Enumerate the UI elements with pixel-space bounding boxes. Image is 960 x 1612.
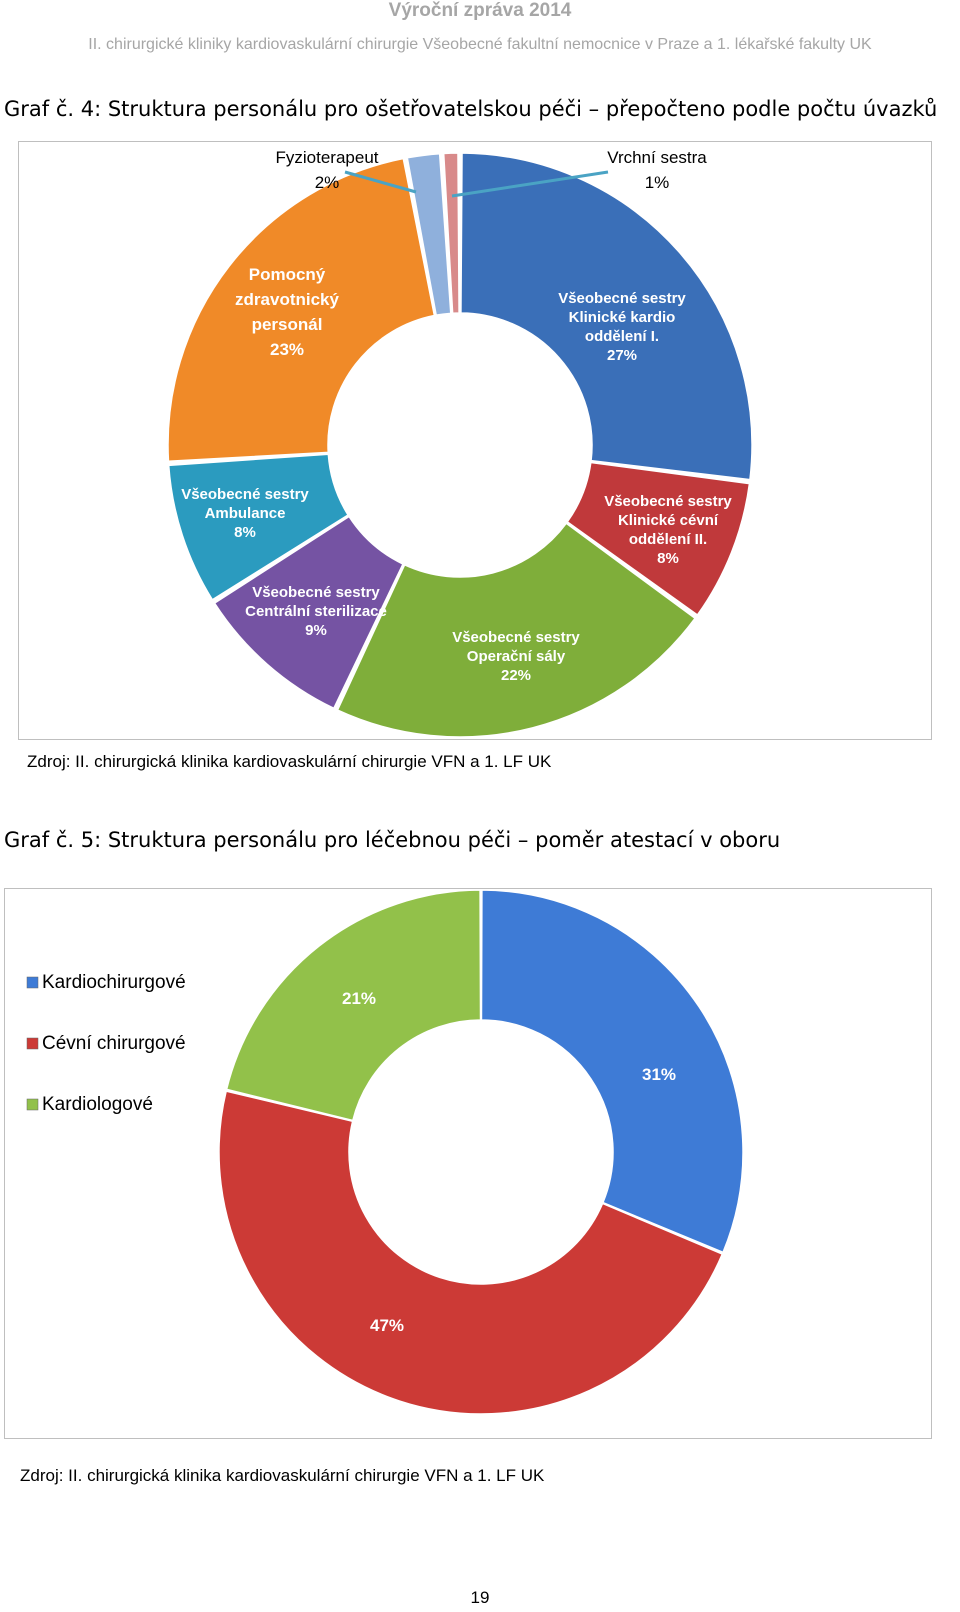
chart1-label-6: Fyzioterapeut 2% xyxy=(276,148,379,192)
chart1-leader-6 xyxy=(344,170,417,194)
chart2-source: Zdroj: II. chirurgická klinika kardiovas… xyxy=(20,1466,545,1485)
report-subtitle: II. chirurgické kliniky kardiovaskulární… xyxy=(88,36,872,53)
chart1-slice-1 xyxy=(566,461,751,617)
chart1-label-4-line: 8% xyxy=(234,524,256,541)
chart1-slice-0 xyxy=(460,152,753,481)
chart1-leader-7 xyxy=(451,170,609,198)
chart2-label-0-line: 31% xyxy=(642,1065,676,1084)
chart2-label-2: 21% xyxy=(342,989,376,1008)
chart2-label-0: 31% xyxy=(642,1065,676,1084)
chart1-label-0-line: 27% xyxy=(607,347,637,364)
chart1-slice-3 xyxy=(213,515,404,710)
report-title: Výroční zpráva 2014 xyxy=(388,0,572,21)
chart1-slice-4 xyxy=(167,453,350,601)
chart1-label-4: Všeobecné sestry Ambulance 8% xyxy=(181,486,309,541)
legend-label-2: Kardiologové xyxy=(42,1094,153,1115)
chart1-label-4-line: Všeobecné sestry xyxy=(181,486,309,503)
chart1-slice-5 xyxy=(167,157,436,463)
chart2-slice-0 xyxy=(480,889,744,1254)
chart1-label-1-line: Všeobecné sestry xyxy=(604,493,732,510)
chart2-label-1: 47% xyxy=(370,1316,404,1335)
chart1-label-3-line: 9% xyxy=(305,622,327,639)
chart1-label-1-line: Klinické cévní xyxy=(618,512,719,529)
chart2-label-2-line: 21% xyxy=(342,989,376,1008)
chart1-label-3-line: Centrální sterilizace xyxy=(245,603,387,620)
chart1-label-1: Všeobecné sestry Klinické cévní oddělení I… xyxy=(604,493,732,567)
chart1-source: Zdroj: II. chirurgická klinika kardiovas… xyxy=(27,752,552,771)
chart2-label-1-line: 47% xyxy=(370,1316,404,1335)
chart1-label-6-line: Fyzioterapeut xyxy=(276,148,379,167)
chart1-label-5-line: 23% xyxy=(270,340,304,359)
legend-swatch-2 xyxy=(26,1098,39,1111)
chart2-slice-1 xyxy=(218,1090,724,1415)
chart1-label-7-line: 1% xyxy=(645,173,670,192)
chart1-title: Graf č. 4: Struktura personálu pro ošetř… xyxy=(4,97,938,121)
chart1-label-0-line: Klinické kardio xyxy=(569,309,676,326)
chart1-label-0: Všeobecné sestry Klinické kardio oddělení … xyxy=(558,290,686,364)
chart1-label-5: Pomocný zdravotnický personál 23% xyxy=(235,265,339,359)
legend-label-1: Cévní chirurgové xyxy=(42,1033,186,1054)
chart1-label-1-line: 8% xyxy=(657,550,679,567)
chart2-slice-2 xyxy=(225,889,482,1122)
chart1-slice-7 xyxy=(442,152,460,314)
chart1-label-0-line: Všeobecné sestry xyxy=(558,290,686,307)
chart1-label-1-line: oddělení II. xyxy=(629,531,707,548)
chart1-label-7-line: Vrchní sestra xyxy=(607,148,707,167)
chart1-label-5-line: Pomocný xyxy=(249,265,326,284)
legend-swatch-1 xyxy=(26,1037,39,1050)
chart1-label-2-line: Všeobecné sestry xyxy=(452,629,580,646)
chart1-label-7: Vrchní sestra 1% xyxy=(607,148,707,192)
chart1-label-5-line: zdravotnický xyxy=(235,290,339,309)
chart2-title: Graf č. 5: Struktura personálu pro léčeb… xyxy=(4,828,781,852)
page-number: 19 xyxy=(470,1588,490,1607)
chart1-slice-6 xyxy=(406,152,452,317)
chart1-label-4-line: Ambulance xyxy=(205,505,286,522)
chart1-label-2: Všeobecné sestry Operační sály 22% xyxy=(452,629,580,684)
chart1-label-0-line: oddělení I. xyxy=(585,328,659,345)
chart1-label-2-line: Operační sály xyxy=(467,648,566,665)
legend-swatch-0 xyxy=(26,976,39,989)
chart1-label-6-line: 2% xyxy=(315,173,340,192)
chart1-label-3-line: Všeobecné sestry xyxy=(252,584,380,601)
chart1-label-5-line: personál xyxy=(252,315,323,334)
chart1-label-3: Všeobecné sestry Centrální sterilizace 9% xyxy=(245,584,387,639)
legend-label-0: Kardiochirurgové xyxy=(42,972,186,993)
chart1-label-2-line: 22% xyxy=(501,667,531,684)
chart1-slice-2 xyxy=(336,522,697,738)
